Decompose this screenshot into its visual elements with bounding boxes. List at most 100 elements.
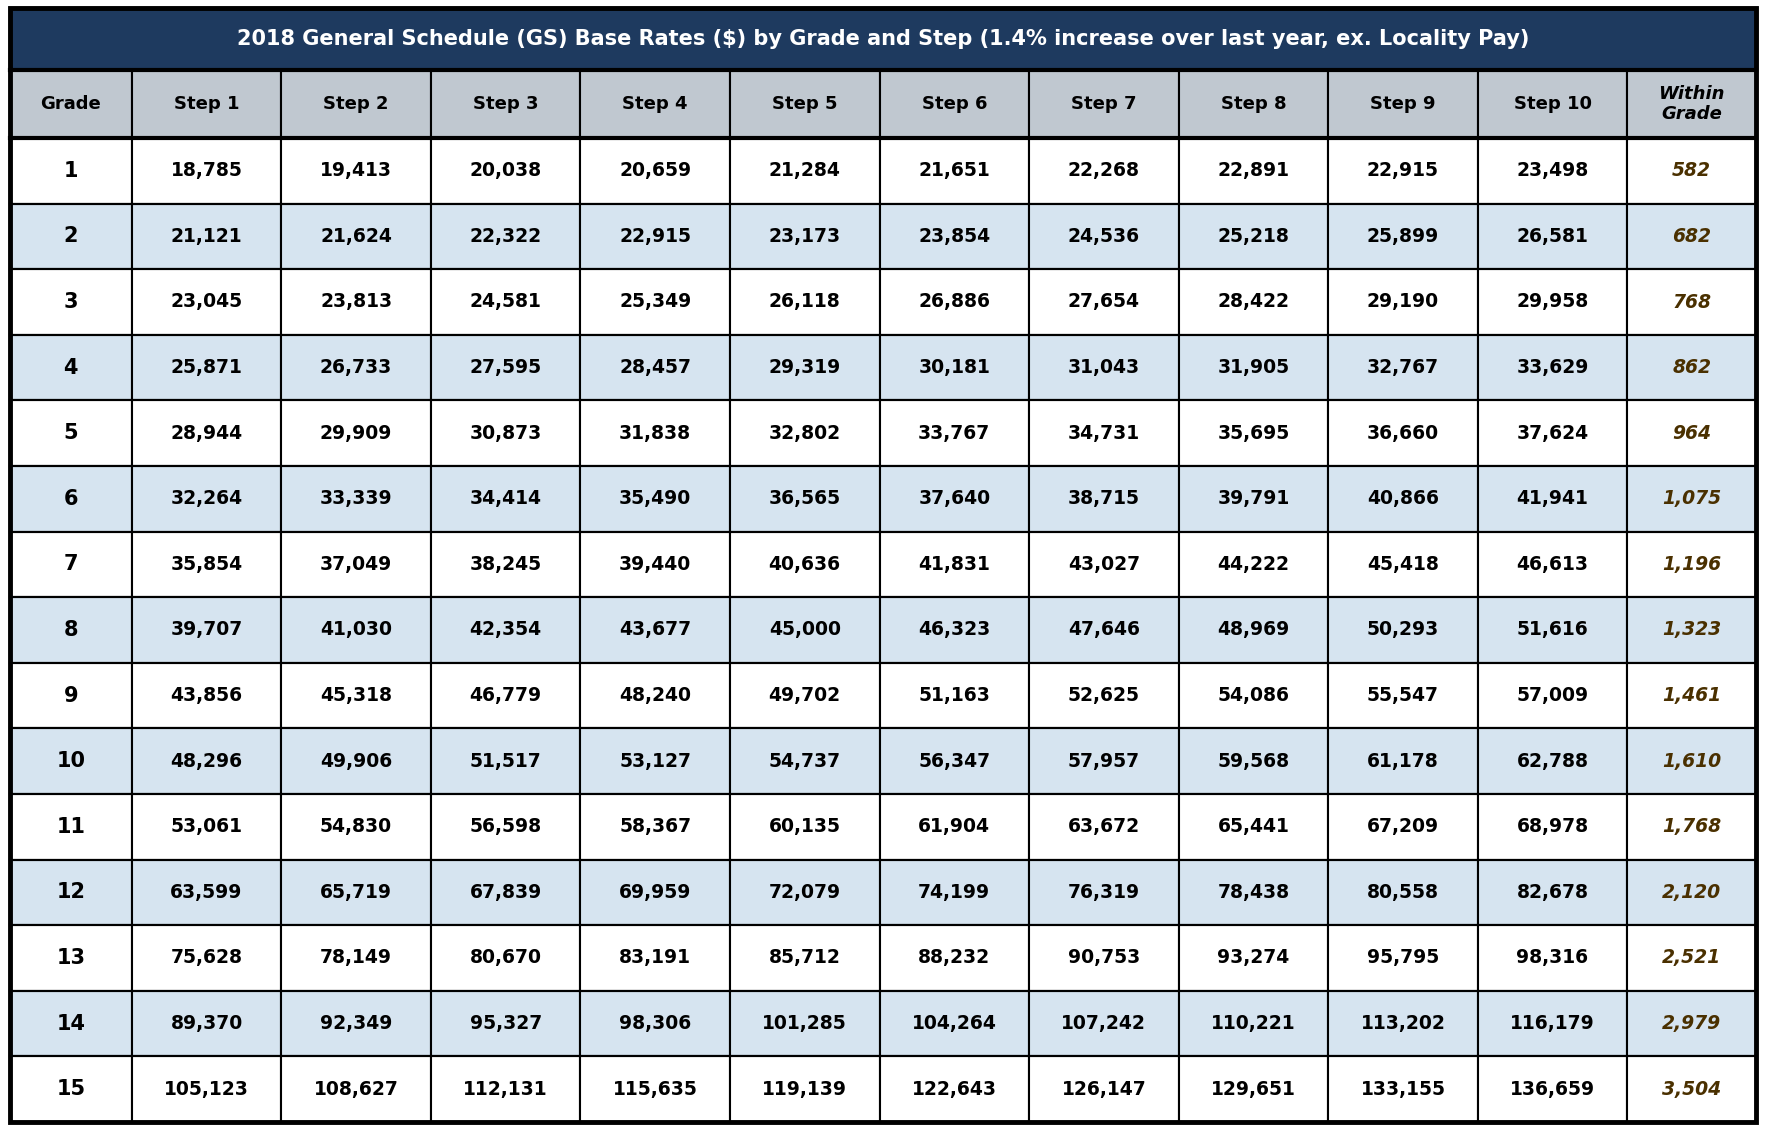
Bar [431,531,581,597]
Text: Step 1: Step 1 [173,95,238,113]
Text: 3: 3 [64,292,78,312]
Bar [1030,925,1178,991]
Bar [132,794,281,860]
Text: 60,135: 60,135 [768,817,841,836]
Bar [1328,138,1478,203]
Bar [1030,991,1178,1057]
Bar [1328,729,1478,794]
Bar [281,860,431,925]
Text: 107,242: 107,242 [1061,1014,1146,1033]
Bar [729,203,879,269]
Text: 20,659: 20,659 [620,162,691,181]
Text: 101,285: 101,285 [763,1014,848,1033]
Bar [729,729,879,794]
Text: 12: 12 [57,883,85,903]
Bar [1178,991,1328,1057]
Text: 26,886: 26,886 [918,293,991,312]
Bar [1626,1057,1755,1122]
Bar [729,597,879,663]
Bar [1030,466,1178,531]
Bar [1478,925,1626,991]
Bar [11,334,132,400]
Bar [879,860,1030,925]
Bar [431,138,581,203]
Text: 32,264: 32,264 [171,489,242,509]
Text: 33,767: 33,767 [918,424,991,443]
Bar [431,597,581,663]
Text: 31,043: 31,043 [1068,358,1139,377]
Text: 21,651: 21,651 [918,162,991,181]
Text: 4: 4 [64,357,78,377]
Bar [132,138,281,203]
Text: 34,731: 34,731 [1068,424,1139,443]
Text: 115,635: 115,635 [613,1079,698,1098]
Text: 33,629: 33,629 [1517,358,1589,377]
Text: 33,339: 33,339 [320,489,392,509]
Bar [1030,663,1178,729]
Text: 25,871: 25,871 [171,358,242,377]
Text: 31,905: 31,905 [1217,358,1289,377]
Text: 37,049: 37,049 [320,555,392,574]
Bar [1030,334,1178,400]
Bar [581,138,729,203]
Text: 23,498: 23,498 [1517,162,1589,181]
Bar [281,269,431,334]
Bar [11,860,132,925]
Text: 25,899: 25,899 [1367,227,1439,246]
Bar [11,466,132,531]
Bar [11,663,132,729]
Bar [281,203,431,269]
Text: 61,904: 61,904 [918,817,991,836]
Bar [11,991,132,1057]
Bar [281,794,431,860]
Text: 43,677: 43,677 [620,620,691,640]
Bar [281,597,431,663]
Bar [281,925,431,991]
Text: 1,610: 1,610 [1662,751,1722,771]
Text: 48,296: 48,296 [171,751,242,771]
Text: Step 7: Step 7 [1072,95,1137,113]
Bar [11,8,1755,70]
Text: 44,222: 44,222 [1217,555,1289,574]
Text: 31,838: 31,838 [620,424,691,443]
Bar [431,729,581,794]
Bar [1328,991,1478,1057]
Text: 3,504: 3,504 [1662,1079,1722,1098]
Bar [11,925,132,991]
Text: 80,558: 80,558 [1367,883,1439,902]
Text: 72,079: 72,079 [768,883,841,902]
Bar [1030,400,1178,466]
Text: 14: 14 [57,1014,85,1034]
Bar [879,597,1030,663]
Text: 1,075: 1,075 [1662,489,1722,509]
Bar [132,466,281,531]
Bar [1328,400,1478,466]
Bar [581,400,729,466]
Bar [1626,663,1755,729]
Text: 40,866: 40,866 [1367,489,1439,509]
Bar [879,269,1030,334]
Bar [132,860,281,925]
Bar [1178,860,1328,925]
Bar [729,70,879,138]
Text: 59,568: 59,568 [1217,751,1289,771]
Bar [879,1057,1030,1122]
Bar [132,597,281,663]
Bar [1328,925,1478,991]
Bar [1626,138,1755,203]
Text: 93,274: 93,274 [1217,948,1289,967]
Text: Step 5: Step 5 [772,95,837,113]
Text: 22,322: 22,322 [470,227,542,246]
Text: 48,240: 48,240 [620,686,691,705]
Text: 54,830: 54,830 [320,817,392,836]
Bar [1478,70,1626,138]
Text: 78,149: 78,149 [320,948,392,967]
Text: 9: 9 [64,686,78,705]
Bar [729,794,879,860]
Bar [1328,269,1478,334]
Bar [1478,466,1626,531]
Bar [1328,1057,1478,1122]
Text: 41,030: 41,030 [320,620,392,640]
Bar [132,400,281,466]
Text: 2,979: 2,979 [1662,1014,1722,1033]
